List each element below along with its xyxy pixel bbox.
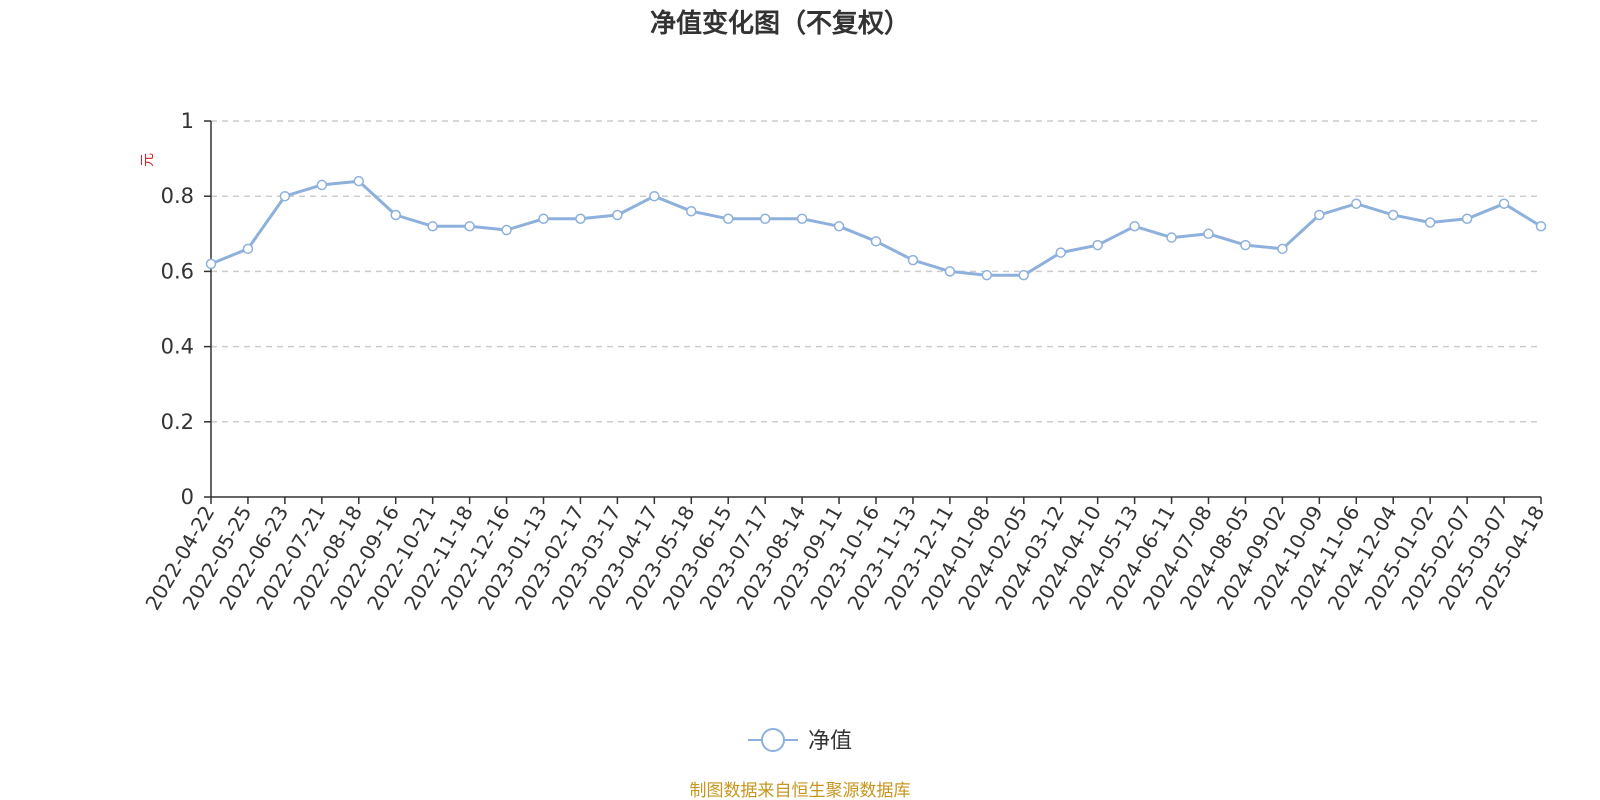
data-point-3 <box>316 179 328 191</box>
data-point-26 <box>1166 232 1177 243</box>
y-axis-label: 元 <box>140 153 156 167</box>
axes <box>204 120 1542 504</box>
data-point-17 <box>833 221 845 232</box>
data-point-32 <box>1387 209 1399 221</box>
data-point-22 <box>1018 269 1030 281</box>
data-point-5 <box>390 209 401 221</box>
data-point-28 <box>1240 239 1251 251</box>
data-point-16 <box>796 213 808 225</box>
data-point-7 <box>464 221 475 232</box>
data-point-24 <box>1092 239 1103 251</box>
data-point-23 <box>1055 247 1066 258</box>
data-point-27 <box>1203 228 1214 240</box>
x-tick-labels: 2022-04-222022-05-252022-06-232022-07-21… <box>140 501 1549 614</box>
data-point-31 <box>1351 198 1362 209</box>
data-point-6 <box>427 221 438 232</box>
y-tick-label-1: 0.2 <box>161 410 194 434</box>
data-point-33 <box>1424 217 1436 228</box>
data-point-34 <box>1461 213 1473 225</box>
y-tick-label-2: 0.4 <box>161 335 194 359</box>
legend[interactable]: 净值 <box>748 728 852 754</box>
data-point-10 <box>575 213 586 225</box>
data-point-9 <box>538 213 549 225</box>
data-point-21 <box>981 269 993 281</box>
chart-title: 净值变化图（不复权） <box>650 8 910 39</box>
legend-circle-icon <box>761 728 785 752</box>
data-point-19 <box>907 254 919 266</box>
data-point-18 <box>870 236 882 247</box>
data-point-30 <box>1314 209 1325 221</box>
data-point-4 <box>353 175 365 187</box>
data-point-35 <box>1498 198 1510 209</box>
data-point-13 <box>686 205 697 217</box>
data-point-2 <box>279 190 291 202</box>
data-point-1 <box>242 243 254 255</box>
series-line-0 <box>210 179 1542 277</box>
y-tick-label-4: 0.8 <box>161 184 194 208</box>
series-lines <box>210 179 1542 277</box>
data-source-note: 制图数据来自恒生聚源数据库 <box>690 781 911 800</box>
data-point-0 <box>205 258 217 270</box>
data-point-15 <box>759 213 771 225</box>
data-points <box>205 175 1547 281</box>
data-point-12 <box>649 190 660 202</box>
data-point-20 <box>944 266 956 277</box>
y-tick-label-5: 1 <box>181 109 194 133</box>
y-tick-label-0: 0 <box>181 485 194 509</box>
data-point-8 <box>501 224 512 236</box>
data-point-11 <box>612 209 623 221</box>
legend-label: 净值 <box>808 729 852 754</box>
data-point-14 <box>722 213 734 225</box>
y-tick-label-3: 0.6 <box>161 259 194 283</box>
data-point-25 <box>1129 221 1140 232</box>
data-point-36 <box>1535 221 1547 232</box>
y-tick-labels: 0 0.2 0.4 0.6 0.8 1 <box>161 109 194 509</box>
data-point-29 <box>1277 243 1288 255</box>
grid-lines <box>211 120 1541 423</box>
